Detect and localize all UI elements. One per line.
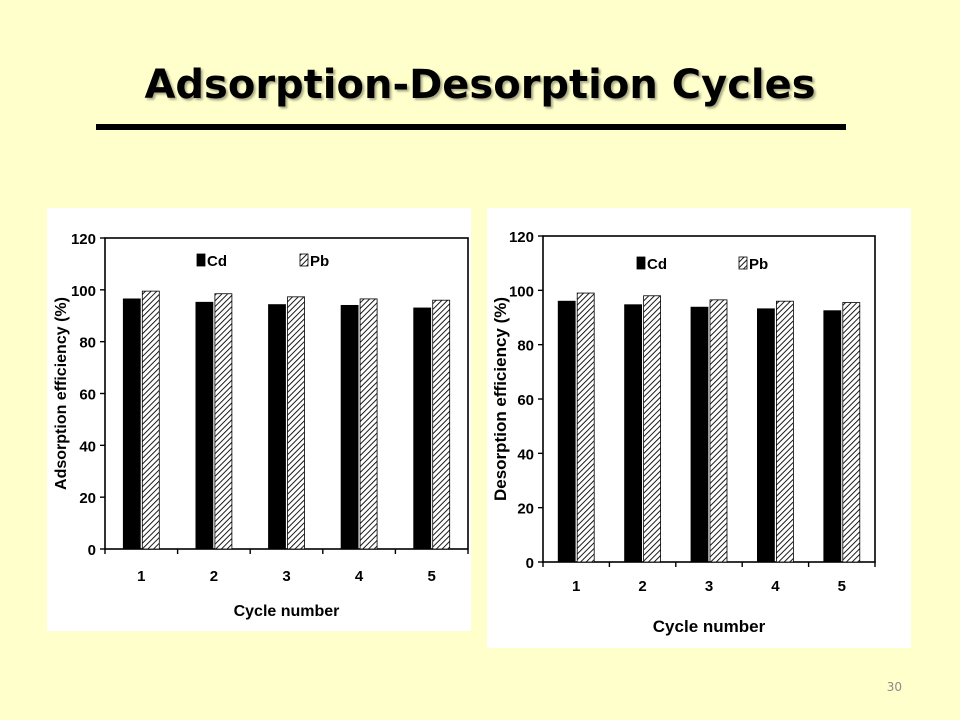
y-tick-label: 0 [526,555,534,572]
y-axis-label: Desorption efficiency (%) [491,297,510,501]
bar-pb-cycle-2 [643,295,662,563]
x-axis-label: Cycle number [653,617,766,636]
y-tick-label: 0 [88,542,96,559]
bar-pb-cycle-3 [287,296,305,550]
adsorption-chart: 0 20 40 60 80 100 120 1 2 3 4 5 Cd Pb Cycle number Adso… [53,231,469,620]
bar-pb-cycle-1 [576,292,595,563]
slide-title: Adsorption-Desorption Cycles [144,62,816,108]
y-tick-label: 40 [517,446,534,463]
bar-pb-cycle-5 [842,302,861,563]
x-tick-label: 5 [838,578,846,595]
y-tick-label: 100 [509,283,534,300]
bar-pb-cycle-1 [141,290,160,550]
legend-swatch-cd [636,256,646,270]
legend-label-pb: Pb [749,256,768,273]
x-tick-label: 1 [137,568,145,585]
x-tick-label: 3 [705,578,713,595]
adsorption-chart-panel: 0 20 40 60 80 100 120 1 2 3 4 5 Cd Pb Cycle number Adso… [47,208,471,631]
bar-cd-cycle-2 [195,301,214,550]
bar-cd-cycle-2 [624,304,643,563]
y-tick-label: 80 [79,335,96,352]
legend-label-cd: Cd [207,253,227,270]
y-axis-label: Adsorption efficiency (%) [53,297,70,490]
bar-pb-cycle-4 [359,298,378,550]
x-axis-label: Cycle number [234,603,340,620]
page-number: 30 [886,680,902,694]
bar-cd-cycle-5 [823,310,842,563]
x-tick-label: 2 [210,568,218,585]
bar-cd-cycle-1 [122,298,141,550]
legend-label-pb: Pb [310,253,329,270]
x-tick-label: 5 [428,568,436,585]
bar-cd-cycle-3 [690,306,709,563]
bar-pb-cycle-4 [775,300,794,563]
y-tick-label: 60 [79,387,96,404]
bar-cd-cycle-4 [340,304,359,550]
desorption-chart-panel: 0 20 40 60 80 100 120 1 2 3 4 5 Cd Pb Cycle number Deso… [487,208,911,648]
legend-label-cd: Cd [647,256,667,273]
title-underline [96,124,846,130]
bar-cd-cycle-4 [756,308,775,563]
x-tick-label: 3 [282,568,290,585]
y-tick-label: 20 [79,490,96,507]
legend-swatch-pb [299,253,309,267]
y-tick-label: 60 [517,392,534,409]
desorption-chart: 0 20 40 60 80 100 120 1 2 3 4 5 Cd Pb Cycle number Deso… [491,229,876,636]
y-tick-label: 100 [71,283,96,300]
x-tick-label: 1 [572,578,580,595]
x-tick-label: 4 [355,568,364,585]
x-tick-label: 4 [771,578,780,595]
bar-pb-cycle-2 [214,293,233,550]
bar-cd-cycle-5 [413,307,432,550]
bar-pb-cycle-5 [432,299,451,550]
legend-swatch-pb [738,256,748,270]
y-tick-label: 40 [79,438,96,455]
x-tick-label: 2 [638,578,646,595]
y-tick-label: 120 [509,229,534,246]
y-tick-label: 120 [71,231,96,248]
bar-cd-cycle-1 [557,300,576,563]
y-tick-label: 20 [517,501,534,518]
legend-swatch-cd [196,253,206,267]
bar-cd-cycle-3 [268,304,286,550]
bar-pb-cycle-3 [709,299,728,563]
y-tick-label: 80 [517,338,534,355]
